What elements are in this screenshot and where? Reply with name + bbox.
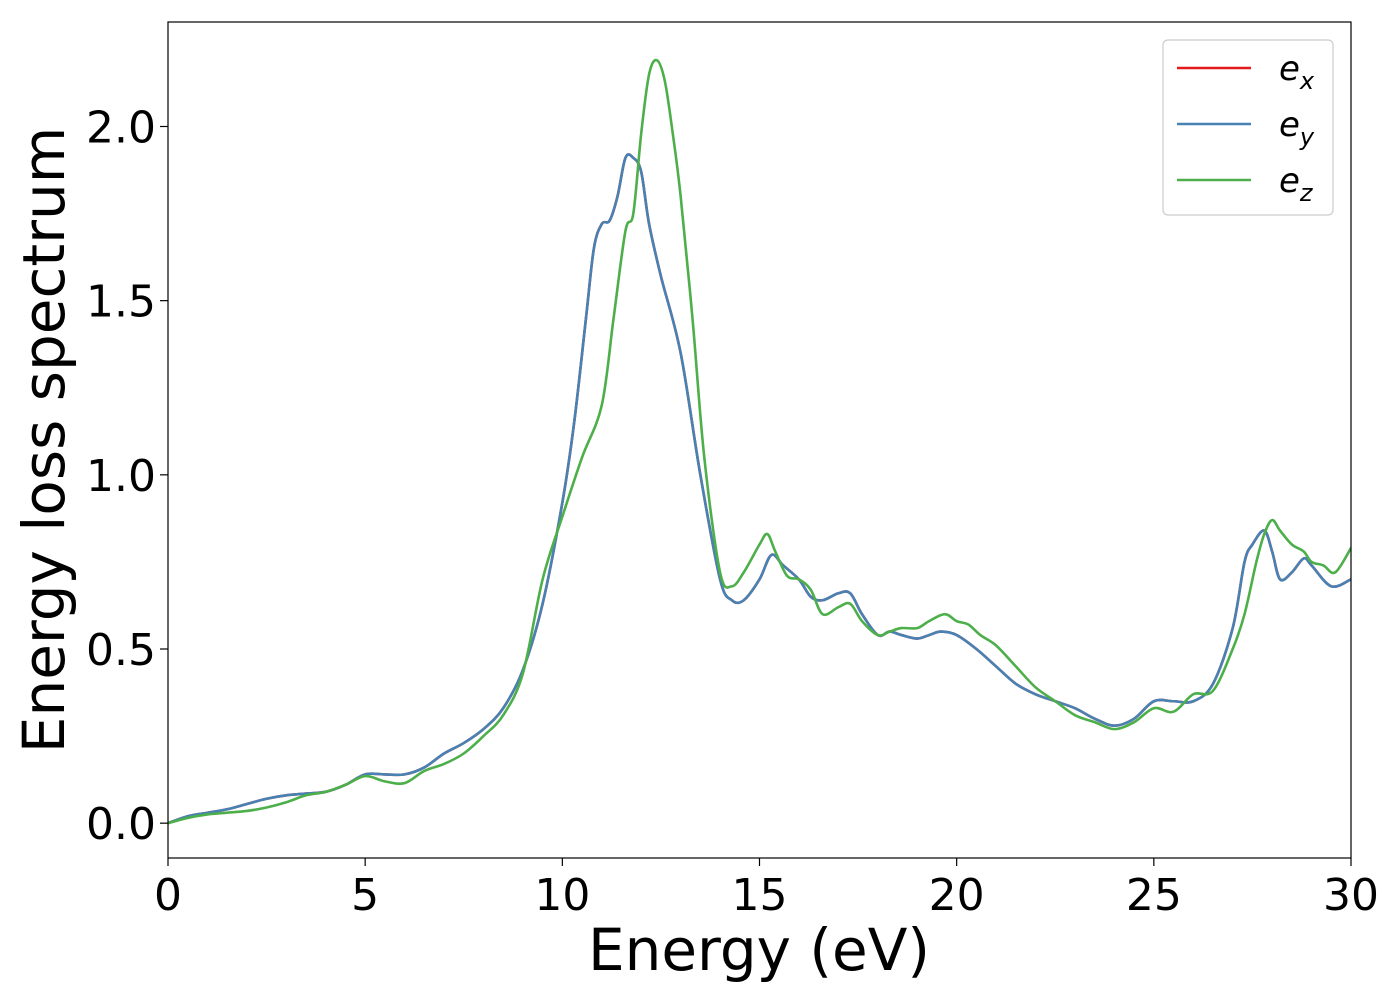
y-axis-label: Energy loss spectrum — [10, 127, 78, 753]
x-tick-label: 15 — [732, 870, 788, 921]
plot-background — [168, 22, 1351, 858]
series-line-ez — [168, 58, 1351, 825]
x-tick-label: 20 — [929, 870, 985, 921]
plot-area — [168, 22, 1351, 858]
legend: ex ey ez — [1162, 39, 1334, 216]
series-layer — [168, 58, 1351, 825]
y-tick-label: 2.0 — [86, 103, 156, 154]
series-line-ey — [168, 153, 1351, 825]
x-tick-label: 10 — [534, 870, 590, 921]
y-tick-label: 0.5 — [86, 625, 156, 676]
y-tick-label: 0.0 — [86, 799, 156, 850]
y-tick-label: 1.5 — [86, 277, 156, 328]
x-tick-label: 25 — [1126, 870, 1182, 921]
x-tick-label: 0 — [154, 870, 182, 921]
x-axis-ticks: 0 5 10 15 20 25 30 — [154, 858, 1379, 921]
legend-label-ez: ez — [1279, 161, 1314, 207]
legend-label-ex: ex — [1279, 49, 1315, 95]
legend-label-ey: ey — [1279, 105, 1315, 151]
x-tick-label: 30 — [1323, 870, 1379, 921]
legend-box — [1162, 39, 1334, 216]
y-axis-ticks: 0.0 0.5 1.0 1.5 2.0 — [86, 103, 168, 850]
y-tick-label: 1.0 — [86, 451, 156, 502]
x-tick-label: 5 — [351, 870, 379, 921]
x-axis-label: Energy (eV) — [588, 916, 930, 984]
